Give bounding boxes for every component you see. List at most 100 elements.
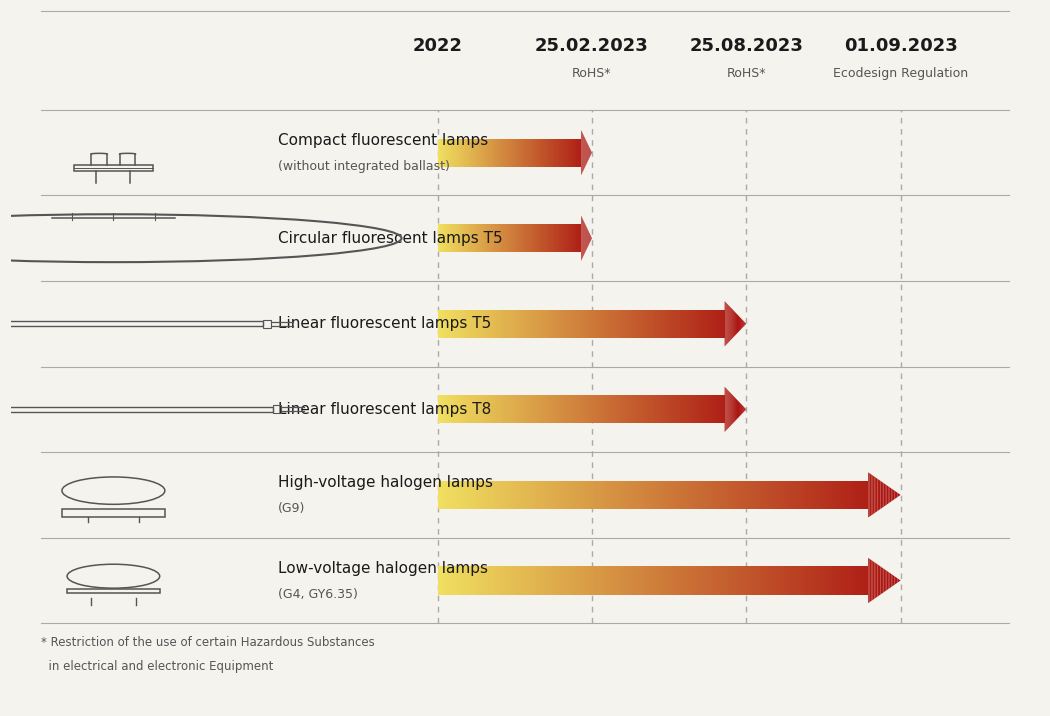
- Bar: [718, 566, 720, 594]
- Bar: [478, 566, 479, 594]
- Bar: [502, 566, 504, 594]
- Bar: [678, 566, 679, 594]
- Bar: [476, 481, 478, 509]
- Polygon shape: [876, 563, 878, 598]
- Bar: [704, 566, 705, 594]
- Bar: [689, 566, 691, 594]
- Text: 01.09.2023: 01.09.2023: [844, 37, 958, 54]
- Polygon shape: [876, 478, 878, 512]
- Polygon shape: [879, 566, 881, 596]
- Bar: [470, 481, 471, 509]
- Bar: [833, 566, 834, 594]
- Bar: [682, 566, 685, 594]
- Bar: [511, 566, 513, 594]
- Bar: [800, 566, 802, 594]
- Bar: [556, 566, 558, 594]
- Bar: [651, 566, 652, 594]
- Bar: [581, 481, 583, 509]
- Bar: [796, 481, 797, 509]
- Bar: [551, 481, 553, 509]
- Bar: [786, 566, 788, 594]
- Bar: [698, 481, 700, 509]
- Bar: [731, 566, 732, 594]
- Bar: [658, 566, 659, 594]
- Bar: [572, 566, 573, 594]
- Bar: [751, 481, 753, 509]
- Bar: [504, 481, 505, 509]
- Bar: [855, 481, 856, 509]
- Bar: [523, 481, 524, 509]
- Bar: [853, 566, 855, 594]
- Bar: [488, 481, 490, 509]
- Bar: [553, 481, 554, 509]
- Bar: [771, 481, 773, 509]
- Bar: [262, 320, 271, 328]
- Bar: [459, 481, 461, 509]
- Polygon shape: [888, 486, 889, 503]
- Bar: [606, 481, 607, 509]
- Bar: [592, 566, 593, 594]
- Bar: [497, 481, 498, 509]
- Bar: [860, 566, 862, 594]
- Bar: [723, 566, 724, 594]
- Bar: [865, 566, 866, 594]
- Bar: [843, 481, 845, 509]
- Polygon shape: [879, 480, 881, 510]
- Bar: [862, 481, 863, 509]
- Bar: [732, 481, 734, 509]
- Bar: [527, 566, 528, 594]
- Bar: [823, 566, 825, 594]
- Bar: [633, 481, 635, 509]
- Bar: [756, 566, 757, 594]
- Bar: [639, 481, 642, 509]
- Bar: [513, 566, 514, 594]
- Bar: [738, 566, 740, 594]
- Bar: [717, 566, 718, 594]
- Bar: [455, 481, 456, 509]
- Bar: [800, 481, 802, 509]
- Bar: [533, 566, 534, 594]
- Bar: [445, 481, 447, 509]
- Bar: [706, 481, 708, 509]
- Polygon shape: [895, 576, 896, 585]
- Bar: [768, 566, 770, 594]
- Polygon shape: [878, 564, 879, 596]
- Bar: [458, 481, 459, 509]
- Bar: [768, 481, 770, 509]
- Bar: [623, 481, 625, 509]
- Bar: [578, 566, 580, 594]
- Bar: [485, 566, 487, 594]
- Bar: [737, 481, 738, 509]
- Bar: [751, 566, 753, 594]
- Bar: [273, 405, 281, 413]
- Bar: [659, 566, 662, 594]
- Bar: [794, 481, 796, 509]
- Bar: [586, 481, 587, 509]
- Bar: [525, 481, 527, 509]
- Bar: [547, 566, 549, 594]
- Bar: [782, 566, 783, 594]
- Bar: [561, 481, 563, 509]
- Bar: [524, 481, 525, 509]
- Bar: [459, 566, 461, 594]
- Bar: [834, 566, 836, 594]
- Bar: [593, 481, 595, 509]
- Bar: [604, 566, 606, 594]
- Bar: [613, 566, 615, 594]
- Bar: [783, 566, 784, 594]
- Bar: [662, 481, 663, 509]
- Bar: [774, 566, 776, 594]
- Bar: [665, 481, 666, 509]
- Bar: [584, 566, 586, 594]
- Bar: [479, 566, 481, 594]
- Bar: [600, 481, 602, 509]
- Bar: [797, 566, 799, 594]
- Bar: [856, 481, 858, 509]
- Bar: [517, 566, 518, 594]
- Bar: [549, 481, 550, 509]
- Bar: [688, 566, 689, 594]
- Bar: [859, 566, 860, 594]
- Polygon shape: [891, 488, 892, 501]
- Bar: [705, 566, 706, 594]
- Bar: [543, 566, 544, 594]
